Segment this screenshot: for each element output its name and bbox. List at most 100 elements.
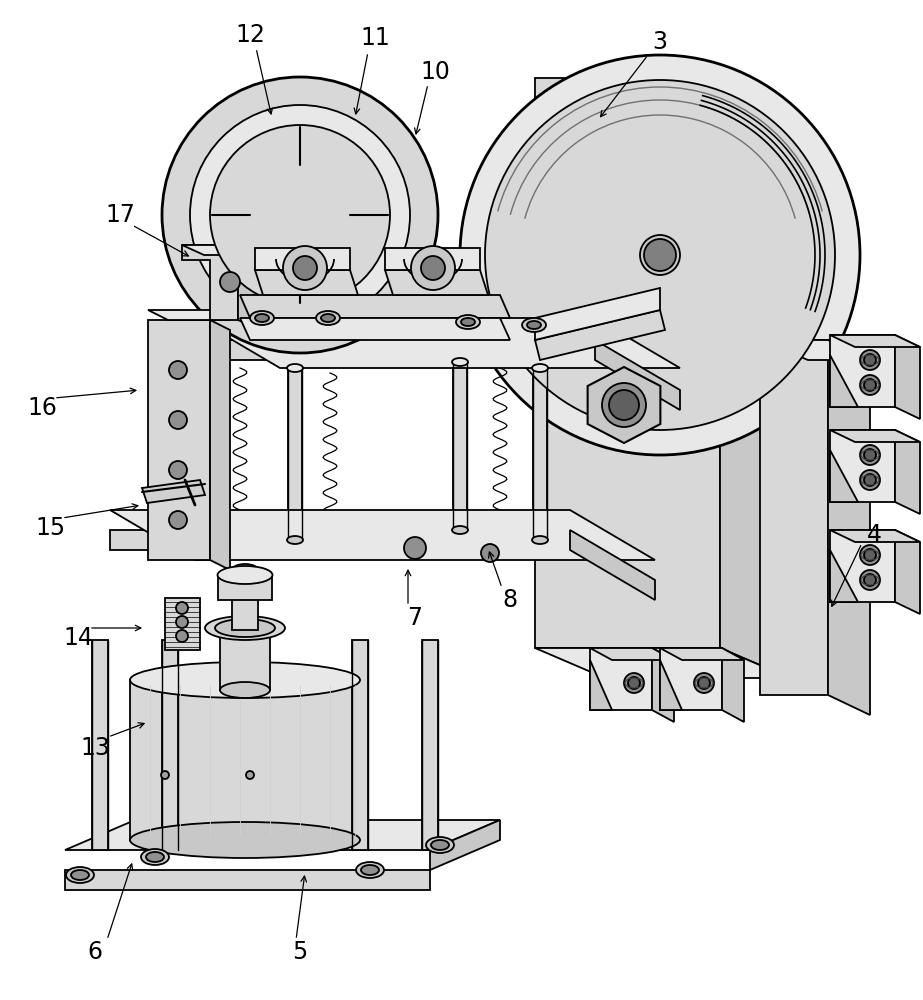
Polygon shape	[195, 318, 680, 368]
Polygon shape	[830, 335, 920, 347]
Polygon shape	[240, 318, 510, 340]
Polygon shape	[535, 78, 720, 648]
Ellipse shape	[316, 311, 340, 325]
Ellipse shape	[255, 314, 269, 322]
Polygon shape	[588, 367, 660, 443]
Ellipse shape	[321, 314, 335, 322]
Text: 16: 16	[27, 396, 57, 420]
Text: 10: 10	[420, 60, 450, 84]
Polygon shape	[722, 648, 744, 722]
Ellipse shape	[71, 870, 89, 880]
Polygon shape	[218, 575, 272, 600]
Polygon shape	[182, 245, 260, 255]
Circle shape	[602, 383, 646, 427]
Text: 3: 3	[653, 30, 667, 54]
Circle shape	[210, 125, 390, 305]
Circle shape	[283, 246, 327, 290]
Polygon shape	[165, 598, 200, 650]
Circle shape	[161, 771, 169, 779]
Ellipse shape	[361, 865, 379, 875]
Polygon shape	[255, 270, 358, 295]
Polygon shape	[110, 510, 655, 560]
Polygon shape	[232, 570, 258, 630]
Polygon shape	[895, 430, 920, 514]
Polygon shape	[830, 355, 858, 407]
Circle shape	[864, 574, 876, 586]
Circle shape	[860, 375, 880, 395]
Polygon shape	[210, 320, 230, 570]
Circle shape	[864, 549, 876, 561]
Ellipse shape	[456, 315, 480, 329]
Polygon shape	[533, 368, 547, 540]
Polygon shape	[830, 430, 920, 442]
Polygon shape	[830, 335, 895, 407]
Circle shape	[864, 354, 876, 366]
Circle shape	[698, 677, 710, 689]
Ellipse shape	[141, 849, 169, 865]
Circle shape	[176, 602, 188, 614]
Ellipse shape	[532, 364, 548, 372]
Circle shape	[169, 511, 187, 529]
Circle shape	[628, 677, 640, 689]
Ellipse shape	[130, 822, 360, 858]
Ellipse shape	[522, 318, 546, 332]
Polygon shape	[828, 340, 870, 715]
Polygon shape	[148, 320, 210, 560]
Circle shape	[169, 361, 187, 379]
Polygon shape	[240, 295, 510, 318]
Circle shape	[176, 616, 188, 628]
Ellipse shape	[461, 318, 475, 326]
Text: 5: 5	[293, 940, 307, 964]
Ellipse shape	[452, 358, 468, 366]
Circle shape	[864, 474, 876, 486]
Ellipse shape	[452, 526, 468, 534]
Polygon shape	[208, 362, 222, 530]
Ellipse shape	[205, 616, 285, 640]
Polygon shape	[195, 340, 595, 360]
Polygon shape	[720, 78, 790, 678]
Polygon shape	[385, 270, 488, 295]
Circle shape	[860, 570, 880, 590]
Circle shape	[404, 537, 426, 559]
Ellipse shape	[287, 364, 303, 372]
Polygon shape	[142, 480, 205, 503]
Circle shape	[860, 470, 880, 490]
Ellipse shape	[207, 358, 223, 366]
Circle shape	[860, 350, 880, 370]
Polygon shape	[830, 430, 895, 502]
Polygon shape	[65, 820, 500, 850]
Text: 4: 4	[867, 523, 881, 547]
Ellipse shape	[130, 662, 360, 698]
Text: 6: 6	[88, 940, 102, 964]
Polygon shape	[453, 362, 467, 530]
Circle shape	[860, 445, 880, 465]
Polygon shape	[590, 648, 674, 660]
Polygon shape	[895, 530, 920, 614]
Circle shape	[293, 256, 317, 280]
Polygon shape	[830, 530, 895, 602]
Ellipse shape	[220, 622, 270, 638]
Ellipse shape	[232, 564, 258, 576]
Polygon shape	[65, 870, 430, 890]
Text: 14: 14	[63, 626, 93, 650]
Ellipse shape	[426, 837, 454, 853]
Polygon shape	[148, 310, 230, 320]
Ellipse shape	[207, 526, 223, 534]
Polygon shape	[352, 640, 368, 850]
Polygon shape	[110, 530, 570, 550]
Polygon shape	[830, 530, 920, 542]
Polygon shape	[760, 340, 870, 360]
Circle shape	[246, 771, 254, 779]
Text: 15: 15	[35, 516, 65, 540]
Polygon shape	[220, 630, 270, 690]
Text: 7: 7	[407, 606, 423, 630]
Text: 12: 12	[235, 23, 265, 47]
Circle shape	[460, 55, 860, 455]
Polygon shape	[385, 248, 480, 270]
Polygon shape	[422, 640, 438, 850]
Polygon shape	[760, 340, 828, 695]
Circle shape	[485, 80, 835, 430]
Ellipse shape	[66, 867, 94, 883]
Ellipse shape	[532, 536, 548, 544]
Text: 13: 13	[80, 736, 110, 760]
